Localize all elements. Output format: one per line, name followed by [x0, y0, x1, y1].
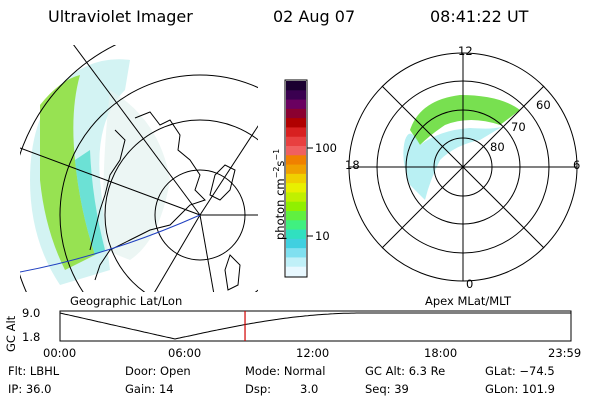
- xtick-2: 12:00: [296, 346, 330, 360]
- xtick-3: 18:00: [424, 346, 458, 360]
- date-label: 02 Aug 07: [273, 7, 356, 26]
- colorbar-tick-10: 10: [315, 229, 330, 243]
- dsp-label: Dsp:: [245, 382, 272, 396]
- dsp-value: 3.0: [300, 382, 319, 396]
- colorbar-cell: [286, 183, 306, 193]
- mlt-label-12: 12: [458, 44, 473, 58]
- colorbar-cell: [286, 155, 306, 166]
- seq-info: Seq: 39: [365, 382, 409, 396]
- colorbar-cell: [286, 90, 306, 101]
- altitude-curve: [59, 312, 571, 340]
- mlt-label-18: 18: [345, 158, 360, 172]
- aurora-band-cyan: [75, 150, 105, 255]
- colorbar-cell: [286, 211, 306, 221]
- ip-info: IP: 36.0: [8, 382, 52, 396]
- colorbar-cell: [286, 173, 306, 184]
- mlat-label-60: 60: [536, 98, 551, 112]
- glat-info: GLat: −74.5: [485, 364, 555, 378]
- colorbar-cell: [286, 220, 306, 231]
- aurora-oval-cyan: [403, 125, 505, 200]
- colorbar-cell: [286, 164, 306, 175]
- door-info: Door: Open: [125, 364, 191, 378]
- colorbar-cell: [286, 81, 306, 91]
- colorbar-cell: [286, 201, 306, 212]
- mlt-label-6: 6: [573, 158, 581, 172]
- instrument-title: Ultraviolet Imager: [48, 7, 193, 26]
- mlat-label-70: 70: [511, 120, 526, 134]
- haze-region: [103, 90, 170, 260]
- colorbar-cell: [286, 229, 306, 240]
- colorbar-cell: [286, 192, 306, 203]
- mlat-label-80: 80: [490, 140, 505, 154]
- polar-plot: [348, 52, 578, 282]
- colorbar-cell: [286, 248, 306, 258]
- colorbar-cell: [286, 146, 306, 156]
- colorbar-cell: [286, 238, 306, 249]
- xtick-1: 06:00: [168, 346, 202, 360]
- altitude-timeline: [59, 310, 572, 342]
- colorbar-cell: [286, 99, 306, 110]
- coastline: [89, 111, 206, 281]
- glon-info: GLon: 101.9: [485, 382, 555, 396]
- ytick-9: 9.0: [22, 306, 41, 320]
- time-label: 08:41:22 UT: [430, 7, 529, 26]
- colorbar-unit-label: photon cm−2s−1: [272, 148, 287, 240]
- mode-info: Mode: Normal: [245, 364, 326, 378]
- colorbar-cell: [286, 127, 306, 138]
- timeline-ylabel: GC Alt: [4, 315, 18, 352]
- filter-info: Flt: LBHL: [8, 364, 60, 378]
- colorbar-cell: [286, 136, 306, 147]
- geographic-label: Geographic Lat/Lon: [70, 294, 183, 308]
- colorbar-tick-100: 100: [315, 141, 337, 155]
- colorbar-cell: [286, 266, 306, 277]
- colorbar-cell: [286, 118, 306, 128]
- mlt-label-0: 0: [466, 277, 474, 291]
- gain-info: Gain: 14: [125, 382, 174, 396]
- xtick-0: 00:00: [43, 346, 77, 360]
- colorbar-cell: [286, 257, 306, 268]
- apex-label: Apex MLat/MLT: [425, 294, 512, 308]
- terminator-line: [20, 214, 201, 273]
- gcalt-info: GC Alt: 6.3 Re: [365, 364, 446, 378]
- aurora-oval-green: [410, 95, 520, 145]
- aurora-band-green: [40, 75, 95, 270]
- colorbar: [284, 79, 313, 278]
- colorbar-cell: [286, 108, 306, 119]
- ytick-1: 1.8: [22, 330, 41, 344]
- xtick-4: 23:59: [548, 346, 582, 360]
